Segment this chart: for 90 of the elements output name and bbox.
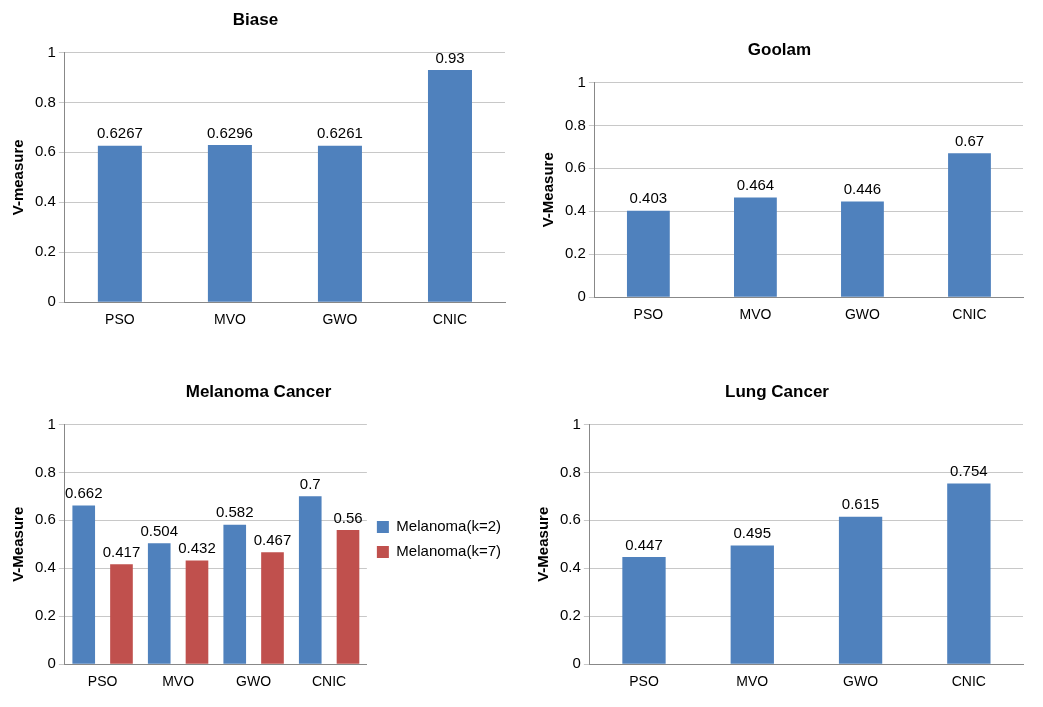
y-tick-label: 1 [577,72,586,90]
data-label: 0.6261 [317,124,363,142]
y-tick-label: 0 [577,287,586,305]
bar [947,483,991,664]
data-label: 0.6296 [206,123,253,141]
data-label: 0.504 [140,521,179,539]
y-tick-label: 0 [47,292,56,310]
bar [948,153,991,297]
x-tick-label: PSO [633,306,664,323]
y-tick-label: 0.6 [564,158,586,176]
chart-title: Goolam [747,39,812,59]
bar [838,516,883,664]
bar [336,529,360,664]
y-tick-label: 0.6 [559,510,581,528]
y-tick-label: 0.4 [559,558,581,576]
data-label: 0.446 [843,180,882,198]
x-tick-label: PSO [629,673,659,690]
x-tick-label: PSO [105,311,135,328]
data-label: 0.67 [954,131,985,149]
y-tick-label: 0.8 [34,462,56,480]
data-label: 0.662 [64,484,103,502]
y-tick-label: 0.8 [559,462,581,480]
y-tick-label: 1 [572,414,581,432]
y-axis-title: V-Measure [534,506,552,582]
x-tick-label: CNIC [432,311,468,328]
data-label: 0.495 [733,524,772,542]
data-label: 0.7 [299,474,321,492]
y-tick-label: 0.8 [34,92,56,110]
bar [298,496,322,664]
bar [223,524,247,664]
y-tick-label: 0.2 [34,242,56,260]
bar [110,564,133,664]
y-tick-label: 0.4 [34,558,56,576]
legend-label: Melanoma(k=2) [396,517,502,535]
bar [734,197,777,297]
bar [185,560,209,664]
y-tick-label: 0 [47,654,56,672]
bar [147,543,171,664]
bar [622,557,666,664]
y-tick-label: 1 [47,42,56,60]
data-label: 0.447 [625,535,663,553]
y-tick-label: 0.8 [564,115,586,133]
y-axis-title: V-Measure [539,152,557,228]
y-axis-title: V-measure [9,139,27,216]
data-label: 0.582 [215,503,254,521]
y-tick-label: 0.6 [34,510,56,528]
chart-title: Lung Cancer [725,381,830,401]
data-label: 0.467 [253,530,292,548]
bar [97,145,142,302]
data-label: 0.417 [102,542,141,560]
x-tick-label: CNIC [952,306,987,323]
x-tick-label: GWO [843,673,879,690]
x-tick-label: CNIC [312,673,347,690]
x-tick-label: MVO [736,673,769,690]
bar [427,69,472,302]
bar [72,505,96,664]
x-tick-label: MVO [162,673,195,690]
y-tick-label: 0.6 [34,142,56,160]
y-axis-title: V-Measure [9,506,27,582]
bar [626,210,670,297]
x-tick-label: GWO [844,306,881,323]
data-label: 0.754 [950,462,988,480]
x-tick-label: PSO [87,673,118,690]
x-tick-label: MVO [213,311,246,328]
bar [207,144,252,302]
chart-title: Melanoma Cancer [185,381,332,401]
bar [841,201,884,297]
bar [261,552,284,664]
chart-title: Biase [232,9,279,29]
bar [317,145,362,302]
data-label: 0.464 [736,176,775,194]
x-tick-label: MVO [739,306,772,323]
y-tick-label: 0.2 [34,606,56,624]
data-label: 0.432 [178,539,216,557]
y-tick-label: 0 [572,654,581,672]
legend-label: Melanoma(k=7) [396,542,502,560]
y-tick-label: 0.2 [564,244,586,262]
data-label: 0.615 [841,495,880,513]
x-tick-label: GWO [236,673,272,690]
y-tick-label: 1 [47,414,56,432]
data-label: 0.93 [435,48,465,66]
x-tick-label: GWO [322,311,358,328]
data-label: 0.56 [333,508,363,526]
data-label: 0.6267 [96,124,143,142]
data-label: 0.403 [629,189,668,207]
y-tick-label: 0.2 [559,606,581,624]
bar [730,545,774,664]
y-tick-label: 0.4 [564,201,586,219]
y-tick-label: 0.4 [34,192,56,210]
x-tick-label: CNIC [951,673,986,690]
